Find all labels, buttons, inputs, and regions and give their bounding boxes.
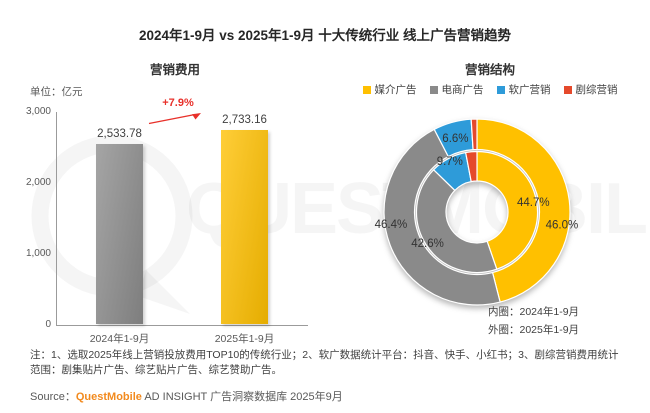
outer-ring-slice-媒介广告	[476, 118, 571, 303]
legend-swatch-icon	[496, 85, 505, 94]
growth-arrow-icon	[148, 113, 201, 125]
y-axis-line	[56, 112, 57, 326]
source-brand: QuestMobile	[75, 391, 142, 403]
outer-ring-slice-电商广告	[383, 128, 501, 306]
bar-2025年1-9月	[221, 130, 268, 324]
page-title: 2024年1-9月 vs 2025年1-9月 十大传统行业 线上广告营销趋势	[138, 28, 512, 43]
legend-swatch-icon	[563, 85, 572, 94]
inner-ring-slice-剧综营销	[464, 150, 478, 183]
footnotes: 注：1、选取2025年线上营销投放费用TOP10的传统行业；2、软广数据统计平台…	[30, 349, 619, 377]
outer-ring-label-媒介广告: 46.0%	[546, 219, 579, 231]
inner-ring-caption: 内圈：2024年1-9月	[488, 306, 580, 318]
outer-ring-label-电商广告: 46.4%	[375, 219, 408, 231]
legend-swatch-icon	[362, 85, 371, 94]
source-prefix: Source：	[30, 391, 76, 403]
legend-swatch-icon	[429, 85, 438, 94]
category-label: 2025年1-9月	[214, 333, 275, 345]
legend-item-媒介广告: 媒介广告	[362, 82, 417, 97]
source-line: Source：QuestMobile AD INSIGHT 广告洞察数据库 20…	[30, 388, 343, 404]
inner-ring-label-软广营销: 9.7%	[437, 156, 463, 168]
legend-label: 剧综营销	[575, 84, 618, 96]
legend-item-电商广告: 电商广告	[429, 82, 484, 97]
bar-chart-plot-area: 3,000 2,000 1,000 0 2,533.78 2024年1-9月 2,733.1…	[26, 106, 308, 345]
legend-label: 软广营销	[508, 84, 551, 96]
inner-ring-slice-媒介广告	[476, 150, 539, 270]
y-tick-label: 1,000	[25, 248, 51, 259]
ring-caption: 内圈：2024年1-9月 外圈：2025年1-9月	[488, 303, 579, 339]
donut-chart-title: 营销结构	[464, 63, 515, 77]
outer-ring-caption: 外圈：2025年1-9月	[488, 324, 580, 336]
legend-item-剧综营销: 剧综营销	[563, 82, 618, 97]
bar-value-label: 2,733.16	[222, 114, 267, 126]
outer-ring-slice-剧综营销	[470, 118, 478, 151]
category-label: 2024年1-9月	[89, 333, 150, 345]
outer-ring-label-软广营销: 6.6%	[442, 133, 468, 145]
unit-label: 单位：亿元	[30, 86, 83, 98]
legend-label: 电商广告	[441, 84, 484, 96]
source-suffix: AD INSIGHT 广告洞察数据库 2025年9月	[141, 391, 343, 403]
donut-chart: 44.7% 42.6% 9.7% 46.0% 46.4% 6.6%	[375, 118, 579, 306]
y-tick-label: 3,000	[25, 106, 51, 117]
inner-ring-label-电商广告: 42.6%	[411, 238, 444, 250]
growth-percent-label: +7.9%	[162, 97, 194, 109]
legend-label: 媒介广告	[374, 84, 417, 96]
inner-ring-slice-电商广告	[415, 168, 498, 274]
y-tick-label: 2,000	[25, 177, 51, 188]
x-axis-line	[56, 325, 308, 326]
bar-chart-title: 营销费用	[149, 63, 200, 77]
y-tick-label: 0	[45, 319, 51, 330]
bar-2024年1-9月	[96, 144, 143, 324]
bar-value-label: 2,533.78	[97, 128, 142, 140]
legend-item-软广营销: 软广营销	[496, 82, 551, 97]
growth-annotation: +7.9%	[146, 97, 210, 126]
inner-ring-label-媒介广告: 44.7%	[517, 197, 550, 209]
donut-legend: 媒介广告 电商广告 软广营销 剧综营销	[340, 82, 640, 97]
